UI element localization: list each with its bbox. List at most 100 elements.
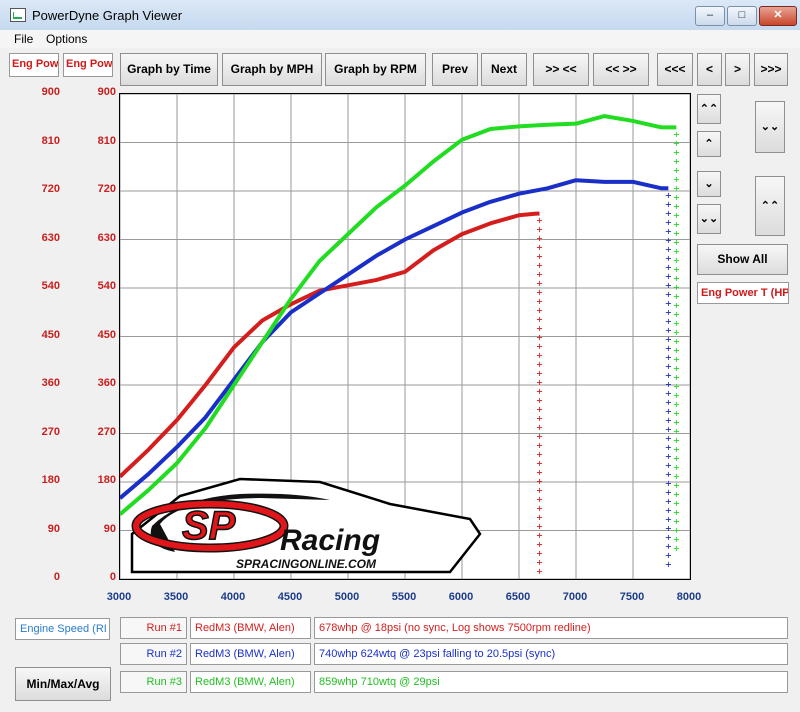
run-3-label: Run #3	[120, 671, 187, 693]
run-3-car[interactable]: RedM3 (BMW, Alen)	[190, 671, 311, 693]
series-drop-marker-run-2: +	[665, 289, 671, 300]
series-drop-marker-run-3: +	[673, 282, 679, 293]
series-drop-marker-run-3: +	[673, 237, 679, 248]
series-drop-marker-run-2: +	[665, 226, 671, 237]
series-drop-marker-run-3: +	[673, 192, 679, 203]
x-tick-label: 5500	[391, 591, 417, 603]
series-drop-marker-run-1: +	[537, 324, 543, 335]
series-drop-marker-run-1: +	[537, 405, 543, 416]
y-tick-label: 630	[97, 231, 116, 244]
series-drop-marker-run-1: +	[537, 522, 543, 533]
series-drop-marker-run-1: +	[537, 423, 543, 434]
show-all-button[interactable]: Show All	[697, 244, 788, 275]
series-drop-marker-run-2: +	[665, 442, 671, 453]
chart-area[interactable]: SP Racing SPRACINGONLINE.COM + + + + + + + + + + +…	[119, 93, 691, 580]
series-drop-marker-run-1: +	[537, 513, 543, 524]
series-drop-marker-run-3: +	[673, 525, 679, 536]
y-tick-label: 180	[97, 474, 116, 486]
series-drop-marker-run-3: +	[673, 255, 679, 266]
x-tick-label: 7000	[562, 591, 588, 603]
maximize-button[interactable]: □	[727, 6, 757, 26]
series-drop-marker-run-2: +	[665, 523, 671, 534]
series-drop-marker-run-3: +	[673, 165, 679, 176]
series-drop-marker-run-2: +	[665, 496, 671, 507]
move-down-button[interactable]: ⌄	[697, 171, 721, 197]
y-tick-label: 90	[103, 522, 116, 535]
move-up-fast-button[interactable]: ⌃⌃	[697, 94, 721, 124]
y-tick-label: 630	[41, 231, 60, 244]
series-drop-marker-run-1: +	[537, 279, 543, 290]
left-axis-header-2[interactable]: Eng Pow	[63, 53, 113, 77]
x-tick-label: 6000	[448, 591, 474, 603]
menu-file[interactable]: File	[14, 32, 34, 46]
series-drop-marker-run-1: +	[537, 360, 543, 371]
graph-by-time-button[interactable]: Graph by Time	[120, 53, 218, 86]
series-drop-marker-run-3: +	[673, 147, 679, 158]
zoom-out-button[interactable]: << >>	[593, 53, 649, 86]
series-drop-marker-run-3: +	[673, 543, 679, 554]
menu-bar: File Options	[0, 30, 800, 48]
scale-compress-button[interactable]: ⌃⌃	[755, 176, 785, 236]
run-1-description[interactable]: 678whp @ 18psi (no sync, Log shows 7500r…	[314, 617, 788, 639]
run-3-description[interactable]: 859whp 710wtq @ 29psi	[314, 671, 788, 693]
series-drop-marker-run-2: +	[665, 487, 671, 498]
series-drop-marker-run-1: +	[537, 567, 543, 578]
min-max-avg-button[interactable]: Min/Max/Avg	[15, 667, 111, 701]
prev-button[interactable]: Prev	[432, 53, 478, 86]
minimize-button[interactable]: –	[695, 6, 725, 26]
move-down-fast-button[interactable]: ⌄⌄	[697, 204, 721, 234]
series-drop-marker-run-3: +	[673, 498, 679, 509]
y-tick-label: 900	[97, 86, 116, 98]
x-tick-label: 3500	[163, 591, 189, 603]
series-drop-marker-run-1: +	[537, 288, 543, 299]
series-drop-marker-run-3: +	[673, 327, 679, 338]
run-2-description[interactable]: 740whp 624wtq @ 23psi falling to 20.5psi…	[314, 643, 788, 665]
channel-select[interactable]: Eng Power T (HP	[697, 282, 789, 304]
scale-expand-button[interactable]: ⌄⌄	[755, 101, 785, 153]
series-drop-marker-run-3: +	[673, 435, 679, 446]
app-graph-icon	[10, 8, 26, 22]
run-1-car[interactable]: RedM3 (BMW, Alen)	[190, 617, 311, 639]
move-up-button[interactable]: ⌃	[697, 131, 721, 157]
series-drop-marker-run-1: +	[537, 297, 543, 308]
series-drop-marker-run-3: +	[673, 390, 679, 401]
left-axis-header-1[interactable]: Eng Pow	[9, 53, 59, 77]
series-drop-marker-run-3: +	[673, 228, 679, 239]
scroll-last-button[interactable]: >>>	[754, 53, 788, 86]
next-button[interactable]: Next	[481, 53, 527, 86]
menu-options[interactable]: Options	[46, 32, 88, 46]
series-drop-marker-run-2: +	[665, 415, 671, 426]
graph-by-mph-button[interactable]: Graph by MPH	[222, 53, 322, 86]
series-drop-marker-run-3: +	[673, 453, 679, 464]
series-drop-marker-run-2: +	[665, 343, 671, 354]
graph-by-rpm-button[interactable]: Graph by RPM	[325, 53, 426, 86]
scroll-right-button[interactable]: >	[725, 53, 750, 86]
series-drop-marker-run-1: +	[537, 225, 543, 236]
series-drop-marker-run-3: +	[673, 273, 679, 284]
series-drop-marker-run-1: +	[537, 252, 543, 263]
series-drop-marker-run-3: +	[673, 363, 679, 374]
series-drop-marker-run-3: +	[673, 201, 679, 212]
y-tick-label: 360	[97, 377, 116, 389]
x-tick-label: 5000	[334, 591, 360, 603]
series-drop-marker-run-1: +	[537, 432, 543, 443]
y-tick-label: 900	[41, 86, 60, 98]
window-title: PowerDyne Graph Viewer	[32, 8, 183, 23]
run-2-car[interactable]: RedM3 (BMW, Alen)	[190, 643, 311, 665]
series-drop-marker-run-1: +	[537, 558, 543, 569]
series-drop-marker-run-2: +	[665, 262, 671, 273]
series-drop-marker-run-3: +	[673, 318, 679, 329]
series-drop-marker-run-3: +	[673, 309, 679, 320]
zoom-in-button[interactable]: >> <<	[533, 53, 589, 86]
scroll-first-button[interactable]: <<<	[657, 53, 693, 86]
close-button[interactable]: ✕	[759, 6, 797, 26]
x-tick-label: 8000	[676, 591, 702, 603]
series-drop-marker-run-1: +	[537, 495, 543, 506]
series-drop-marker-run-3: +	[673, 399, 679, 410]
series-drop-marker-run-2: +	[665, 370, 671, 381]
scroll-left-button[interactable]: <	[697, 53, 722, 86]
engine-speed-field[interactable]: Engine Speed (RI	[15, 618, 110, 640]
y-tick-label: 270	[41, 425, 60, 438]
series-drop-marker-run-1: +	[537, 378, 543, 389]
x-tick-label: 6500	[505, 591, 531, 603]
